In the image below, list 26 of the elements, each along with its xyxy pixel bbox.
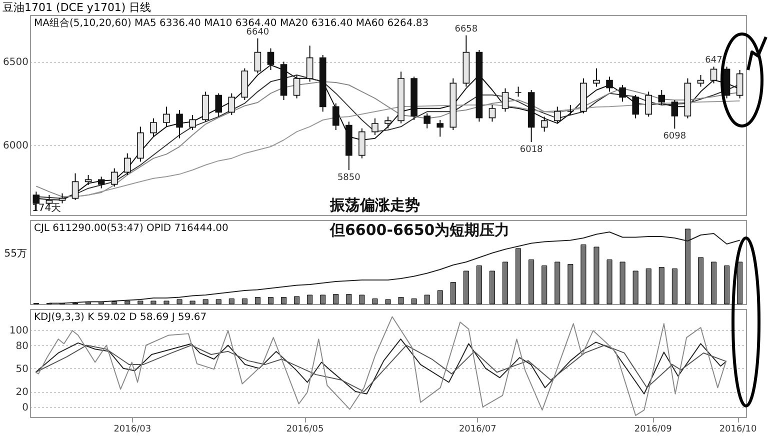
y-tick-label: 50	[16, 364, 28, 375]
annotation: 5850	[337, 173, 361, 183]
chart-title: 豆油1701 (DCE y1701) 日线	[2, 1, 152, 14]
annotation: CJL 611290.00(53:47) OPID 716444.00	[34, 223, 228, 234]
text: 55万	[4, 248, 27, 260]
x-tick-label: 2016/09	[634, 424, 672, 434]
y-tick-label: 20	[16, 387, 28, 398]
y-tick-label: 0	[22, 402, 28, 414]
x-tick-label: 2016/07	[458, 424, 496, 434]
annotation: 647	[705, 56, 722, 66]
annotation: 6098	[663, 132, 686, 142]
annotation: KDJ(9,3,3) K 59.02 D 58.69 J 59.67	[34, 312, 207, 323]
annotation: 174天	[32, 203, 62, 214]
y-tick-label: 100	[9, 325, 28, 336]
y-tick-label: 6000	[3, 140, 28, 152]
y-tick-label: 80	[16, 340, 28, 352]
annotation: MA组合(5,10,20,60) MA5 6336.40 MA10 6364.40 MA20 6316.40 MA60 6264.83	[34, 17, 429, 29]
annotation: 6658	[454, 24, 478, 34]
x-tick-label: 2016/10	[719, 424, 757, 434]
annotation: 6018	[520, 145, 544, 155]
x-tick-label: 2016/03	[114, 424, 152, 434]
x-tick-label: 2016/05	[286, 424, 324, 434]
y-tick-label: 6500	[3, 57, 28, 68]
annotation: 但6600-6650为短期压力	[329, 221, 510, 239]
annotation: 振荡偏涨走势	[329, 196, 420, 214]
annotation: 6640	[246, 27, 270, 38]
